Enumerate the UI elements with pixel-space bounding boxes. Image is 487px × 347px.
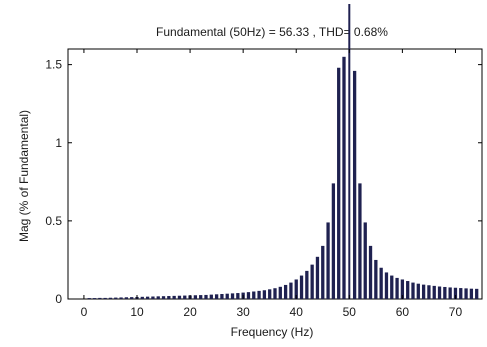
bar-27hz bbox=[225, 293, 229, 299]
bar-52hz bbox=[358, 183, 362, 300]
x-tick-label: 70 bbox=[449, 305, 463, 319]
bar-28hz bbox=[230, 293, 235, 300]
bar-70hz bbox=[453, 287, 458, 299]
x-tick-label: 10 bbox=[130, 305, 144, 319]
bar-22hz bbox=[199, 295, 203, 299]
bar-43hz bbox=[310, 264, 314, 300]
bar-38hz bbox=[283, 284, 288, 299]
bar-16hz bbox=[167, 296, 171, 299]
x-axis-label: Frequency (Hz) bbox=[231, 325, 314, 339]
bar-47hz bbox=[331, 183, 336, 300]
bar-5hz bbox=[108, 297, 113, 299]
bar-25hz bbox=[214, 294, 219, 299]
plot-frame bbox=[67, 48, 483, 300]
bar-24hz bbox=[209, 294, 213, 300]
bar-18hz bbox=[177, 295, 182, 299]
bar-72hz bbox=[464, 288, 468, 300]
bar-12hz bbox=[145, 296, 150, 299]
x-axis-ticks: 0 10 20 30 40 50 60 70 bbox=[81, 49, 463, 319]
bar-11hz bbox=[140, 296, 144, 299]
bar-58hz bbox=[390, 275, 394, 299]
bar-49hz bbox=[342, 56, 346, 300]
x-tick-label: 30 bbox=[236, 305, 250, 319]
bar-55hz bbox=[374, 259, 378, 299]
bar-26hz bbox=[220, 294, 224, 299]
bar-68hz bbox=[443, 286, 447, 299]
bar-54hz bbox=[368, 245, 373, 300]
bar-33hz bbox=[257, 290, 261, 300]
bar-64hz bbox=[421, 284, 426, 300]
bar-35hz bbox=[268, 289, 272, 299]
bar-60hz bbox=[400, 279, 405, 299]
bar-8hz bbox=[124, 297, 129, 299]
bar-7hz bbox=[119, 297, 123, 299]
bar-74hz bbox=[475, 288, 479, 299]
bar-1hz bbox=[87, 298, 91, 299]
bar-39hz bbox=[289, 282, 293, 299]
bar-61hz bbox=[406, 281, 410, 299]
chart-title: Fundamental (50Hz) = 56.33 , THD= 0.68% bbox=[156, 25, 388, 39]
bar-41hz bbox=[299, 275, 304, 299]
bar-51hz bbox=[352, 70, 357, 300]
bar-14hz bbox=[156, 296, 160, 299]
bar-4hz bbox=[103, 297, 107, 299]
x-tick-label: 0 bbox=[81, 305, 88, 319]
y-axis-label: Mag (% of Fundamental) bbox=[17, 110, 31, 242]
bars-group bbox=[87, 56, 479, 300]
x-tick-label: 50 bbox=[343, 305, 357, 319]
bar-46hz bbox=[326, 222, 330, 299]
y-tick-label: 1.5 bbox=[45, 58, 62, 72]
bar-42hz bbox=[305, 270, 309, 300]
y-tick-label: 0.5 bbox=[45, 214, 62, 228]
bar-36hz bbox=[273, 288, 277, 299]
bar-19hz bbox=[183, 295, 187, 299]
bar-57hz bbox=[384, 272, 389, 299]
bar-2hz bbox=[92, 298, 97, 299]
y-axis-ticks: 0 0.5 1 1.5 bbox=[45, 58, 482, 306]
bar-3hz bbox=[98, 297, 102, 299]
y-tick-label: 0 bbox=[55, 292, 62, 306]
bar-13hz bbox=[151, 296, 155, 299]
bar-56hz bbox=[379, 267, 383, 299]
bar-15hz bbox=[161, 296, 166, 299]
bar-53hz bbox=[363, 222, 367, 299]
bar-32hz bbox=[252, 291, 256, 299]
bar-23hz bbox=[204, 294, 208, 299]
bar-48hz bbox=[337, 67, 341, 299]
bar-6hz bbox=[114, 297, 118, 299]
y-tick-label: 1 bbox=[55, 136, 62, 150]
x-tick-label: 40 bbox=[290, 305, 304, 319]
x-tick-label: 60 bbox=[396, 305, 410, 319]
bar-34hz bbox=[262, 290, 267, 299]
bar-71hz bbox=[459, 288, 463, 299]
bar-44hz bbox=[315, 256, 320, 299]
bar-29hz bbox=[236, 293, 240, 299]
bar-63hz bbox=[416, 283, 420, 299]
bar-17hz bbox=[172, 295, 176, 300]
bar-45hz bbox=[321, 245, 325, 300]
bar-9hz bbox=[130, 297, 134, 300]
bar-62hz bbox=[411, 282, 415, 299]
bar-67hz bbox=[437, 286, 442, 299]
bar-59hz bbox=[395, 277, 399, 299]
bar-31hz bbox=[246, 292, 251, 300]
bar-37hz bbox=[278, 286, 282, 299]
bar-73hz bbox=[469, 288, 474, 299]
bar-21hz bbox=[193, 295, 198, 299]
bar-65hz bbox=[427, 285, 431, 299]
bar-66hz bbox=[432, 285, 436, 300]
bar-40hz bbox=[294, 279, 298, 299]
bar-69hz bbox=[448, 287, 452, 299]
x-tick-label: 20 bbox=[183, 305, 197, 319]
